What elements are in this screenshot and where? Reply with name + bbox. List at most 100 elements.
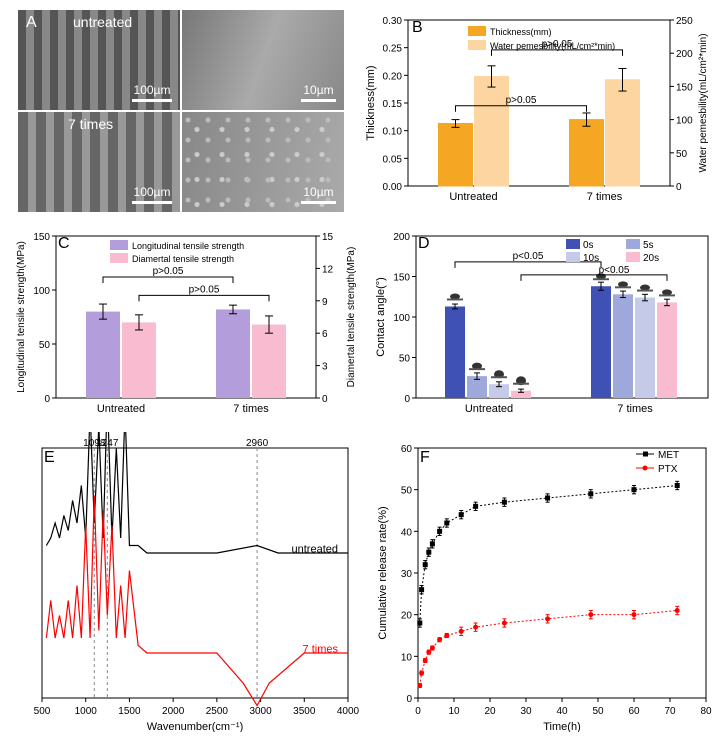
svg-text:7 times: 7 times	[303, 644, 339, 656]
svg-text:7 times: 7 times	[617, 403, 653, 415]
svg-text:2500: 2500	[206, 706, 229, 717]
svg-text:0s: 0s	[583, 240, 594, 251]
svg-text:10: 10	[448, 706, 460, 717]
sem-7times-10: 10µm	[182, 112, 344, 212]
svg-text:40: 40	[556, 706, 568, 717]
scale-text-2: 10µm	[303, 83, 333, 97]
svg-text:0.10: 0.10	[383, 127, 403, 138]
svg-text:20: 20	[401, 611, 413, 622]
svg-text:p<0.05: p<0.05	[599, 265, 630, 276]
svg-text:100: 100	[33, 286, 50, 297]
svg-text:0.25: 0.25	[383, 44, 403, 55]
svg-text:50: 50	[399, 354, 411, 365]
svg-text:untreated: untreated	[292, 544, 338, 556]
scalebar-4: 10µm	[301, 185, 336, 204]
svg-text:Cumulative release rate(%): Cumulative release rate(%)	[377, 506, 389, 639]
svg-text:0: 0	[406, 694, 412, 705]
svg-text:250: 250	[676, 16, 693, 27]
svg-text:Longitudinal tensile strength: Longitudinal tensile strength	[132, 241, 244, 251]
scalebar-2: 10µm	[301, 83, 336, 102]
svg-text:20: 20	[484, 706, 496, 717]
svg-text:Longitudinal tensile strength(: Longitudinal tensile strength(MPa)	[16, 241, 27, 393]
svg-text:0: 0	[44, 394, 50, 405]
svg-text:20s: 20s	[643, 253, 659, 264]
svg-text:0.20: 0.20	[383, 71, 403, 82]
svg-text:100: 100	[393, 313, 410, 324]
svg-text:Untreated: Untreated	[465, 403, 513, 415]
svg-text:Water pemesbility(mL/cm²*min): Water pemesbility(mL/cm²*min)	[490, 41, 615, 51]
svg-text:5s: 5s	[643, 240, 654, 251]
panel-a-label: A	[26, 14, 37, 32]
svg-text:E: E	[44, 449, 55, 466]
svg-text:0.15: 0.15	[383, 99, 403, 110]
svg-text:3: 3	[322, 362, 328, 373]
svg-text:0.00: 0.00	[383, 182, 403, 193]
svg-text:15: 15	[322, 232, 334, 243]
svg-text:B: B	[412, 19, 423, 36]
svg-text:p>0.05: p>0.05	[189, 284, 220, 295]
svg-text:6: 6	[322, 329, 328, 340]
svg-text:7 times: 7 times	[587, 191, 623, 203]
svg-text:10: 10	[401, 652, 413, 663]
svg-text:D: D	[418, 235, 430, 252]
svg-text:F: F	[420, 449, 430, 466]
svg-text:Thickness(mm): Thickness(mm)	[365, 65, 377, 140]
scalebar-1: 100µm	[132, 83, 172, 102]
panel-a: A untreated 100µm 10µm 7 times 100µm 10µ…	[18, 10, 344, 212]
svg-text:30: 30	[520, 706, 532, 717]
svg-text:0.30: 0.30	[383, 16, 403, 27]
panel-e: 5001000150020002500300035004000109812472…	[12, 432, 362, 732]
svg-text:10s: 10s	[583, 253, 599, 264]
svg-text:0: 0	[415, 706, 421, 717]
scale-text-3: 100µm	[134, 185, 171, 199]
svg-text:Wavenumber(cm⁻¹): Wavenumber(cm⁻¹)	[147, 721, 243, 732]
scale-text-1: 100µm	[134, 83, 171, 97]
svg-text:Untreated: Untreated	[449, 191, 497, 203]
svg-text:Thickness(mm): Thickness(mm)	[490, 27, 552, 37]
svg-text:PTX: PTX	[658, 464, 678, 475]
panel-c: 05010015003691215Untreated7 timesp>0.05p…	[12, 224, 362, 424]
svg-text:Contact angle(°): Contact angle(°)	[375, 277, 387, 357]
sem-caption-3: 7 times	[68, 116, 113, 132]
figure-root: A untreated 100µm 10µm 7 times 100µm 10µ…	[0, 0, 726, 745]
svg-text:3000: 3000	[249, 706, 272, 717]
panel-f: 0 10 20 30 40 50 60 70 80 0 10 20 30 40 50 60 Time(h) Cum…	[372, 432, 720, 732]
svg-text:7 times: 7 times	[233, 403, 269, 415]
svg-text:2000: 2000	[162, 706, 185, 717]
svg-text:12: 12	[322, 264, 334, 275]
svg-text:40: 40	[401, 527, 413, 538]
svg-text:80: 80	[700, 706, 712, 717]
svg-text:500: 500	[34, 706, 51, 717]
svg-text:9: 9	[322, 297, 328, 308]
scale-text-4: 10µm	[303, 185, 333, 199]
svg-text:4000: 4000	[337, 706, 360, 717]
svg-text:150: 150	[393, 273, 410, 284]
svg-text:50: 50	[401, 486, 413, 497]
svg-text:p>0.05: p>0.05	[153, 266, 184, 277]
svg-text:150: 150	[33, 232, 50, 243]
svg-text:60: 60	[401, 444, 413, 455]
svg-text:0: 0	[404, 394, 410, 405]
svg-text:0: 0	[322, 394, 328, 405]
svg-text:1000: 1000	[75, 706, 98, 717]
sem-7times-100: 7 times 100µm	[18, 112, 180, 212]
svg-text:Water pemesbility(mL/cm²*min): Water pemesbility(mL/cm²*min)	[698, 33, 709, 172]
svg-text:60: 60	[628, 706, 640, 717]
svg-text:p>0.05: p>0.05	[506, 95, 537, 106]
scalebar-3: 100µm	[132, 185, 172, 204]
svg-text:150: 150	[676, 82, 693, 93]
sem-grid: A untreated 100µm 10µm 7 times 100µm 10µ…	[18, 10, 344, 212]
svg-text:3500: 3500	[293, 706, 316, 717]
svg-text:100: 100	[676, 116, 693, 127]
svg-text:MET: MET	[658, 450, 679, 461]
sem-untreated-10: 10µm	[182, 10, 344, 110]
svg-text:200: 200	[393, 232, 410, 243]
svg-text:200: 200	[676, 49, 693, 60]
svg-text:70: 70	[664, 706, 676, 717]
svg-text:50: 50	[39, 340, 51, 351]
svg-text:50: 50	[592, 706, 604, 717]
svg-text:Time(h): Time(h)	[543, 721, 580, 732]
svg-text:C: C	[58, 235, 70, 252]
svg-text:0.05: 0.05	[383, 154, 403, 165]
svg-text:30: 30	[401, 569, 413, 580]
